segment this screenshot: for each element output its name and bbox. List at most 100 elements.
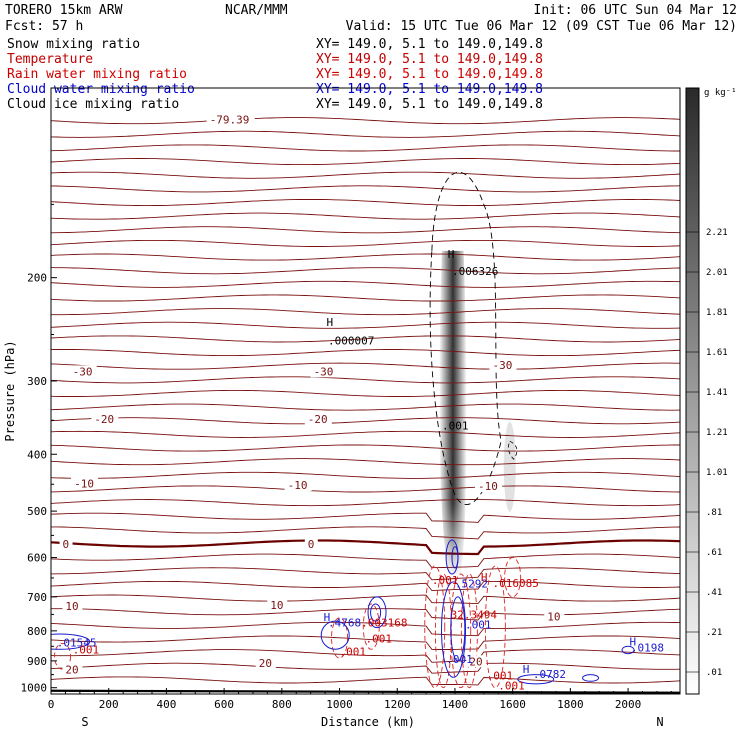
colorbar-tick-label: 1.61 xyxy=(706,348,728,358)
label-bg xyxy=(466,655,487,668)
forecast-hour: Fcst: 57 h xyxy=(5,19,83,34)
isotherm xyxy=(51,635,680,650)
field-xy: XY= 149.0, 5.1 to 149.0,149.8 xyxy=(316,67,543,82)
x-tick-label: 200 xyxy=(99,698,119,711)
field-name: Rain water mixing ratio xyxy=(7,67,187,82)
isotherm xyxy=(51,608,680,621)
rain-contour xyxy=(504,557,522,598)
field-name: Cloud water mixing ratio xyxy=(7,82,195,97)
y-tick-label: 800 xyxy=(27,625,47,638)
y-tick-label: 400 xyxy=(27,448,47,461)
field-list: Snow mixing ratio XY= 149.0, 5.1 to 149.0… xyxy=(7,37,543,112)
colorbar-tick-label: 2.21 xyxy=(706,228,728,238)
isotherm xyxy=(51,403,680,411)
field-name: Cloud ice mixing ratio xyxy=(7,97,179,112)
isotherm xyxy=(51,471,680,479)
isotherm-label: -20 xyxy=(308,413,328,426)
isotherm xyxy=(51,349,680,357)
colorbar-tick-label: .61 xyxy=(706,548,722,558)
x-tick-label: 0 xyxy=(48,698,55,711)
cloud-water-contour xyxy=(621,645,635,655)
isotherm xyxy=(51,321,680,329)
high-marker: H xyxy=(481,571,488,584)
x-tick-label: 1400 xyxy=(442,698,469,711)
label-bg xyxy=(475,480,503,493)
isotherm xyxy=(51,335,680,343)
colorbar-tick-label: 1.01 xyxy=(706,468,728,478)
isotherm xyxy=(51,417,680,425)
isotherm xyxy=(51,458,680,466)
field-xy: XY= 149.0, 5.1 to 149.0,149.8 xyxy=(316,37,543,52)
y-tick-label: 600 xyxy=(27,552,47,565)
x-tick-label: 400 xyxy=(156,698,176,711)
isotherm xyxy=(51,485,680,493)
isotherm xyxy=(51,171,680,179)
field-xy: XY= 149.0, 5.1 to 149.0,149.8 xyxy=(316,82,543,97)
colorbar-tick-label: 2.01 xyxy=(706,268,728,278)
colorbar-tick-label: 1.21 xyxy=(706,428,728,438)
isotherm xyxy=(51,430,680,438)
contour-labels: -79.39 -30 -30 -30 -20 -20 -10 -10 -10 0 0 10 10 10 20… xyxy=(57,113,664,693)
init-time: Init: 06 UTC Sun 04 Mar 12 xyxy=(534,3,738,18)
high-marker: H xyxy=(327,316,334,329)
cloud-ice-contours xyxy=(429,171,518,505)
label-bg xyxy=(206,113,255,126)
isotherm xyxy=(51,499,680,507)
snow-fade xyxy=(436,204,470,578)
isotherm xyxy=(51,185,680,193)
isotherm-label: 10 xyxy=(270,599,283,612)
isotherm-label: 10 xyxy=(65,600,78,613)
maximum-label: .001 xyxy=(73,643,100,656)
cloud-water-contours xyxy=(51,539,635,685)
high-marker: H xyxy=(448,248,455,261)
x-tick-label: 600 xyxy=(214,698,234,711)
x-axis: 0 200 400 600 800 1000 1200 1400 1600 1800 2000 xyxy=(48,688,672,711)
snow-patch xyxy=(503,421,516,512)
isotherm xyxy=(51,676,680,686)
field-xy: XY= 149.0, 5.1 to 149.0,149.8 xyxy=(316,52,543,67)
label-bg xyxy=(284,478,312,491)
isotherm xyxy=(51,198,680,207)
colorbar: g kg⁻¹ .01 .21 .41 .61 .81 1.01 1.21 1.41 1.61 1.… xyxy=(685,87,737,695)
isotherm xyxy=(51,553,680,569)
y-tick-label: 700 xyxy=(27,591,47,604)
rain-contour xyxy=(362,603,380,650)
colorbar-tick-label: 1.81 xyxy=(706,308,728,318)
y-axis-label: Pressure (hPa) xyxy=(3,340,17,441)
isotherm-label: 20 xyxy=(65,664,78,677)
x-axis-label: Distance (km) xyxy=(321,715,415,729)
maximum-label: .001 xyxy=(446,653,473,666)
isotherm-label: 20 xyxy=(469,655,482,668)
x-tick-label: 1000 xyxy=(326,698,353,711)
isotherm-label: 0 xyxy=(308,538,315,551)
maximum-label: .001 xyxy=(498,680,524,693)
isotherm xyxy=(51,308,680,316)
isotherm xyxy=(51,130,680,138)
x-right-label: N xyxy=(656,715,663,729)
colorbar-tick-label: .21 xyxy=(706,628,722,638)
maximum-label: .001 xyxy=(432,574,459,587)
isotherm-label: -30 xyxy=(314,365,334,378)
cloud-water-contour xyxy=(517,674,555,685)
maximum-label: .001 xyxy=(487,669,514,682)
label-bg xyxy=(71,477,99,490)
field-name: Temperature xyxy=(7,52,93,67)
label-bg xyxy=(267,599,288,612)
colorbar-tick-label: 1.41 xyxy=(706,388,728,398)
rain-contour xyxy=(424,565,446,689)
plot-frame xyxy=(50,87,681,695)
isotherm-label: 10 xyxy=(547,610,560,623)
maximum-label: .001 xyxy=(340,645,367,658)
label-bg xyxy=(304,537,318,550)
organization: NCAR/MMM xyxy=(225,3,288,18)
isotherm-label: -10 xyxy=(478,480,498,493)
colorbar-tick-label: .81 xyxy=(706,508,722,518)
isotherm xyxy=(51,362,680,370)
isotherm-label: 20 xyxy=(259,657,272,670)
maximum-label: .001 xyxy=(465,619,492,632)
x-tick-label: 1800 xyxy=(557,698,584,711)
label-bg xyxy=(62,600,83,613)
isotherm xyxy=(51,649,680,663)
colorbar-tick-label: .01 xyxy=(706,668,722,678)
